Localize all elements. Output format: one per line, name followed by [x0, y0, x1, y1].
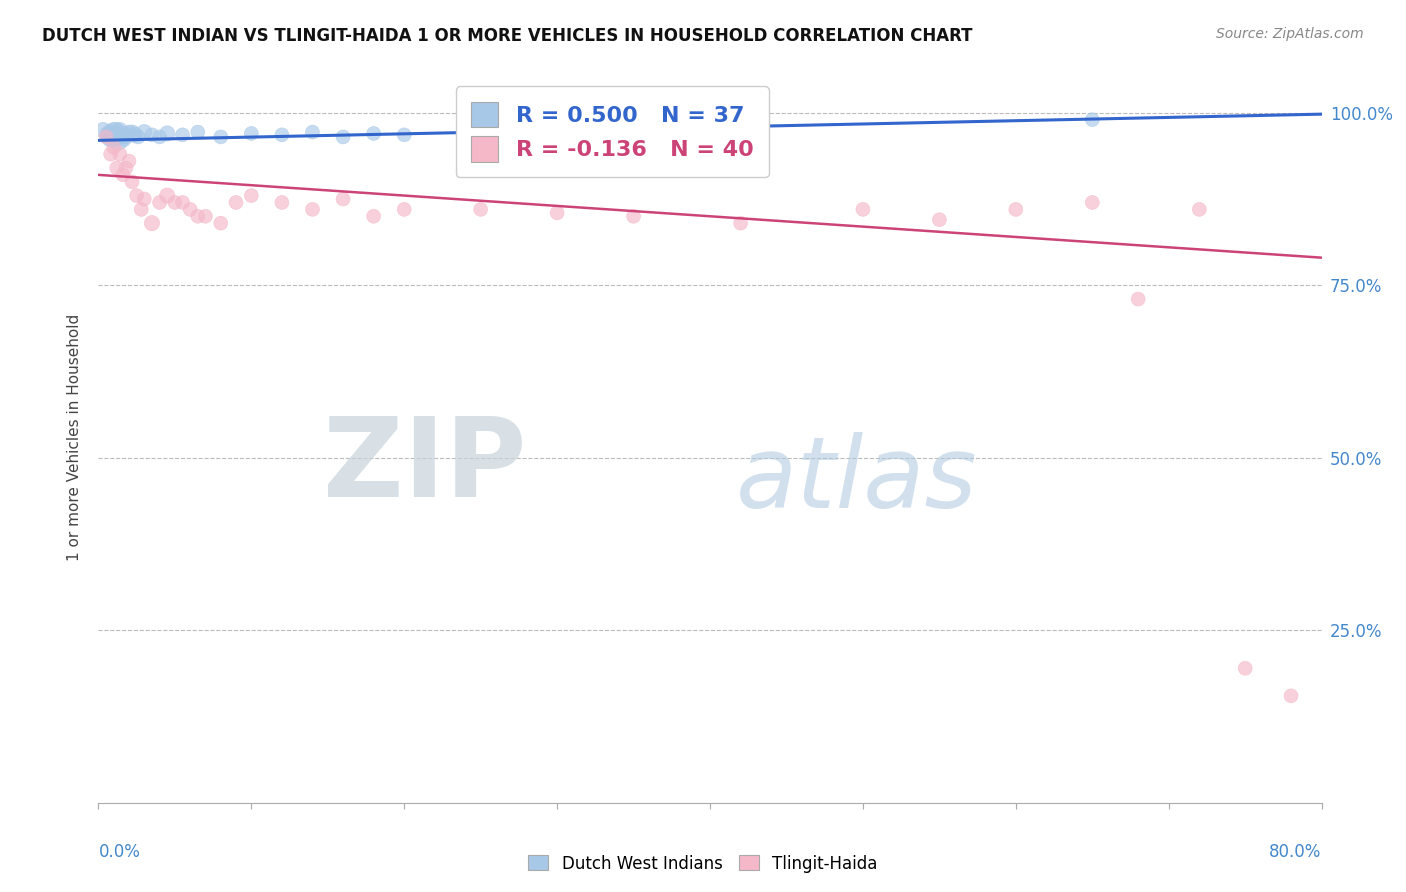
Y-axis label: 1 or more Vehicles in Household: 1 or more Vehicles in Household	[67, 313, 83, 561]
Text: DUTCH WEST INDIAN VS TLINGIT-HAIDA 1 OR MORE VEHICLES IN HOUSEHOLD CORRELATION C: DUTCH WEST INDIAN VS TLINGIT-HAIDA 1 OR …	[42, 27, 973, 45]
Point	[111, 168, 134, 182]
Point	[134, 192, 156, 206]
Point	[928, 212, 950, 227]
Point	[730, 216, 752, 230]
Point	[156, 127, 179, 141]
Point	[363, 209, 385, 223]
Point	[104, 125, 127, 139]
Point	[125, 188, 148, 202]
Point	[852, 202, 875, 217]
Legend: Dutch West Indians, Tlingit-Haida: Dutch West Indians, Tlingit-Haida	[522, 848, 884, 880]
Point	[98, 128, 121, 142]
Point	[623, 209, 645, 223]
Text: ZIP: ZIP	[323, 413, 526, 520]
Point	[118, 154, 141, 169]
Point	[240, 127, 263, 141]
Point	[103, 128, 125, 142]
Point	[1081, 195, 1104, 210]
Point	[163, 195, 186, 210]
Point	[124, 128, 146, 142]
Point	[105, 161, 128, 175]
Point	[141, 128, 163, 142]
Point	[117, 128, 139, 142]
Point	[187, 209, 209, 223]
Point	[107, 133, 129, 147]
Point	[156, 188, 179, 202]
Point	[94, 129, 117, 144]
Point	[1081, 112, 1104, 127]
Point	[546, 127, 568, 141]
Text: atlas: atlas	[735, 433, 977, 530]
Legend: R = 0.500   N = 37, R = -0.136   N = 40: R = 0.500 N = 37, R = -0.136 N = 40	[456, 87, 769, 178]
Point	[332, 192, 354, 206]
Point	[1279, 689, 1302, 703]
Point	[115, 161, 138, 175]
Point	[121, 127, 143, 141]
Text: 0.0%: 0.0%	[98, 843, 141, 861]
Point	[149, 129, 172, 144]
Point	[94, 127, 117, 141]
Point	[149, 195, 172, 210]
Point	[112, 133, 135, 147]
Point	[111, 127, 134, 141]
Point	[134, 125, 156, 139]
Point	[209, 129, 232, 144]
Point	[91, 123, 114, 137]
Point	[103, 140, 125, 154]
Text: 80.0%: 80.0%	[1270, 843, 1322, 861]
Point	[270, 195, 292, 210]
Point	[141, 216, 163, 230]
Point	[105, 129, 128, 144]
Point	[179, 202, 201, 217]
Point	[270, 128, 292, 142]
Point	[392, 128, 416, 142]
Point	[363, 127, 385, 141]
Point	[108, 147, 131, 161]
Point	[187, 125, 209, 139]
Point	[172, 128, 194, 142]
Point	[240, 188, 263, 202]
Point	[101, 127, 124, 141]
Point	[115, 129, 138, 144]
Point	[546, 206, 568, 220]
Point	[1188, 202, 1211, 217]
Point	[516, 129, 538, 144]
Point	[121, 175, 143, 189]
Point	[108, 123, 131, 137]
Point	[194, 209, 217, 223]
Point	[470, 202, 492, 217]
Point	[97, 125, 120, 139]
Point	[332, 129, 354, 144]
Point	[110, 128, 132, 142]
Point	[454, 125, 477, 139]
Point	[301, 202, 323, 217]
Point	[100, 129, 122, 144]
Point	[129, 202, 152, 217]
Point	[301, 125, 323, 139]
Point	[100, 147, 122, 161]
Text: Source: ZipAtlas.com: Source: ZipAtlas.com	[1216, 27, 1364, 41]
Point	[1128, 292, 1150, 306]
Point	[118, 125, 141, 139]
Point	[209, 216, 232, 230]
Point	[1234, 661, 1257, 675]
Point	[1004, 202, 1026, 217]
Point	[392, 202, 416, 217]
Point	[127, 129, 149, 144]
Point	[172, 195, 194, 210]
Point	[225, 195, 247, 210]
